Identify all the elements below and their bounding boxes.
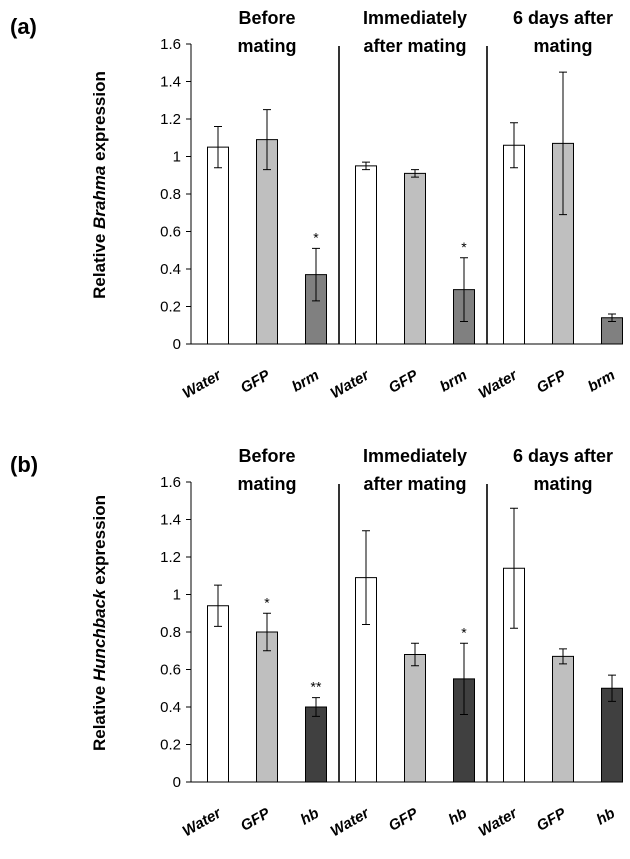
- category-label: Water: [328, 804, 373, 840]
- bar: [504, 145, 525, 344]
- category-label: GFP: [238, 366, 274, 397]
- y-tick-label: 1.2: [160, 549, 181, 566]
- category-label: brm: [585, 367, 618, 396]
- y-tick-label: 0: [173, 774, 181, 791]
- significance-mark: **: [311, 679, 322, 695]
- significance-mark: *: [264, 594, 270, 610]
- bar: [356, 166, 377, 344]
- y-tick-label: 1: [173, 587, 181, 604]
- y-tick-label: 0.2: [160, 737, 181, 754]
- bar: [257, 632, 278, 782]
- y-tick-label: 0.6: [160, 224, 181, 241]
- panel-a: (a) Relative Brahma expression 0 0.2 0.4 0.…: [0, 0, 630, 421]
- bar: [405, 173, 426, 344]
- group-label: mating: [237, 474, 296, 494]
- bar: [257, 140, 278, 344]
- group-label: mating: [533, 474, 592, 494]
- y-tick-label: 0: [173, 336, 181, 353]
- significance-mark: *: [461, 239, 467, 255]
- bar: [553, 656, 574, 782]
- category-label: Water: [328, 366, 373, 402]
- group-label: Immediately: [363, 446, 467, 466]
- group-label: mating: [237, 36, 296, 56]
- category-label: Water: [476, 804, 521, 840]
- group-label: 6 days after: [513, 446, 613, 466]
- y-tick-label: 1: [173, 149, 181, 166]
- bar: [208, 147, 229, 344]
- panel-b: (b) Relative Hunchback expression 0 0.2 0.…: [0, 438, 630, 859]
- bar: [602, 688, 623, 782]
- bar: [405, 655, 426, 783]
- category-label: GFP: [386, 804, 422, 835]
- category-label: hb: [446, 805, 470, 829]
- bar: [306, 707, 327, 782]
- y-tick-label: 1.4: [160, 512, 181, 529]
- category-label: GFP: [534, 804, 570, 835]
- category-label: Water: [180, 804, 225, 840]
- group-label: Before: [238, 8, 295, 28]
- category-label: Water: [476, 366, 521, 402]
- bar: [208, 606, 229, 782]
- y-tick-label: 0.6: [160, 662, 181, 679]
- y-tick-label: 0.4: [160, 699, 181, 716]
- significance-mark: *: [313, 229, 319, 245]
- y-tick-label: 1.4: [160, 74, 181, 91]
- y-tick-label: 0.8: [160, 186, 181, 203]
- category-label: Water: [180, 366, 225, 402]
- y-tick-label: 0.2: [160, 299, 181, 316]
- y-tick-label: 0.8: [160, 624, 181, 641]
- group-label: after mating: [363, 474, 466, 494]
- category-label: hb: [298, 805, 322, 829]
- y-tick-label: 1.2: [160, 111, 181, 128]
- group-label: after mating: [363, 36, 466, 56]
- category-label: GFP: [386, 366, 422, 397]
- group-label: Immediately: [363, 8, 467, 28]
- category-label: GFP: [534, 366, 570, 397]
- y-tick-label: 0.4: [160, 261, 181, 278]
- y-tick-label: 1.6: [160, 36, 181, 53]
- group-label: mating: [533, 36, 592, 56]
- group-label: Before: [238, 446, 295, 466]
- category-label: brm: [289, 367, 322, 396]
- category-label: brm: [437, 367, 470, 396]
- category-label: GFP: [238, 804, 274, 835]
- brahma-bar-chart: 0 0.2 0.4 0.6 0.8 1 1.2 1.4 1.6 Before mating Water…: [0, 0, 630, 421]
- y-tick-label: 1.6: [160, 474, 181, 491]
- group-label: 6 days after: [513, 8, 613, 28]
- category-label: hb: [594, 805, 618, 829]
- hunchback-bar-chart: 0 0.2 0.4 0.6 0.8 1 1.2 1.4 1.6 Before mating Water…: [0, 438, 630, 859]
- significance-mark: *: [461, 624, 467, 640]
